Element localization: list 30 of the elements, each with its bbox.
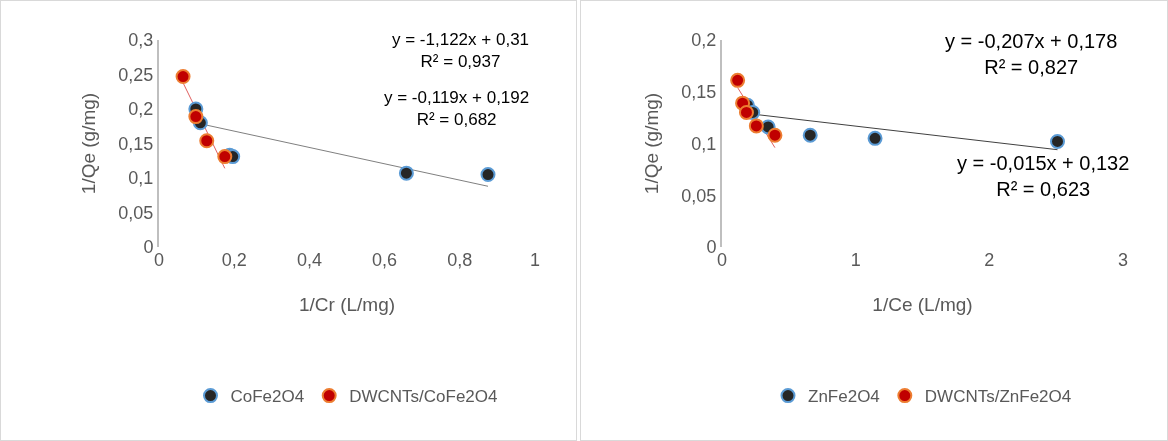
y-tick-label: 0,05 <box>118 202 154 223</box>
annotation: y = -0,015x + 0,132 R² = 0,623 <box>957 152 1130 200</box>
y-axis-title: 1/Qe (g/mg) <box>640 92 662 195</box>
y-tick-label: 0,15 <box>681 82 717 103</box>
annotation: y = -0,119x + 0,192 R² = 0,682 <box>384 88 530 130</box>
x-tick-label: 3 <box>1117 250 1129 270</box>
legend-label: DWCNTs/CoFe2O4 <box>349 387 498 407</box>
y-tick-label: 0,1 <box>691 133 717 154</box>
x-tick-label: 1 <box>529 250 541 270</box>
y-axis-title: 1/Qe (g/mg) <box>77 92 99 195</box>
x-tick-label: 0,8 <box>447 250 473 270</box>
x-tick-label: 2 <box>984 250 995 270</box>
x-tick-label: 0,6 <box>372 250 398 270</box>
legend-label: ZnFe2O4 <box>808 387 880 407</box>
y-tick-label: 0,15 <box>118 133 154 154</box>
x-axis-title: 1/Ce (L/mg) <box>872 293 973 315</box>
x-tick-label: 1 <box>850 250 861 270</box>
x-tick-label: 0,4 <box>296 250 322 270</box>
y-tick-label: 0,05 <box>681 185 717 206</box>
y-tick-label: 0,1 <box>128 168 154 189</box>
y-tick-label: 0,25 <box>118 64 154 85</box>
y-tick-label: 0,2 <box>691 30 717 51</box>
legend-label: CoFe2O4 <box>230 387 305 407</box>
y-tick-label: 0,3 <box>128 30 154 51</box>
y-tick-label: 0,2 <box>128 99 154 120</box>
legend-label: DWCNTs/ZnFe2O4 <box>924 387 1072 407</box>
x-tick-label: 0,2 <box>221 250 247 270</box>
annotation: y = -0,207x + 0,178 R² = 0,827 <box>945 30 1118 78</box>
x-axis-title: 1/Cr (L/mg) <box>298 293 396 315</box>
annotation: y = -1,122x + 0,31 R² = 0,937 <box>392 30 530 72</box>
